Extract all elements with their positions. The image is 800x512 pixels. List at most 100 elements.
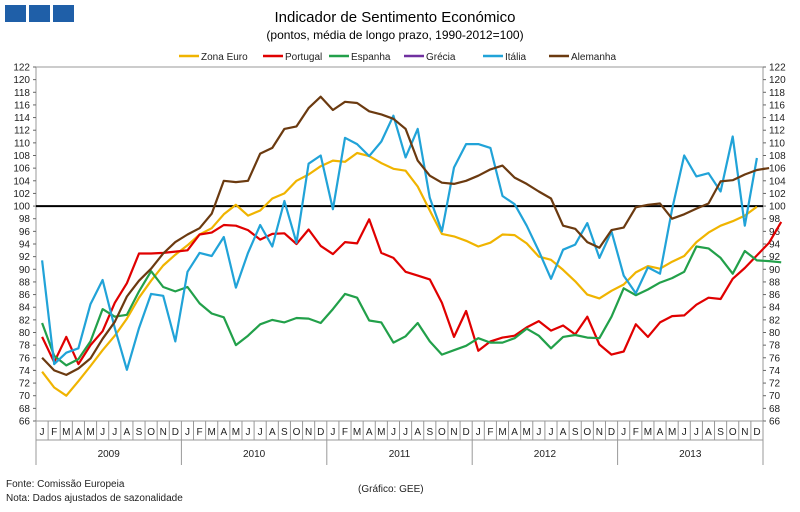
- x-month-label: A: [269, 427, 276, 438]
- x-month-label: A: [75, 427, 82, 438]
- x-month-label: D: [317, 427, 324, 438]
- y-tick-label-left: 70: [19, 391, 31, 402]
- x-year-label: 2010: [243, 449, 266, 460]
- y-tick-label-left: 110: [14, 138, 30, 149]
- y-tick-label-right: 90: [769, 265, 781, 276]
- y-tick-label-left: 72: [19, 379, 31, 390]
- x-month-label: A: [124, 427, 131, 438]
- x-month-label: J: [330, 427, 335, 438]
- y-tick-label-right: 114: [769, 113, 785, 124]
- y-tick-label-left: 86: [19, 290, 31, 301]
- x-month-label: O: [438, 427, 446, 438]
- y-tick-label-left: 104: [13, 176, 30, 187]
- source-note: Fonte: Comissão Europeia: [6, 479, 125, 490]
- y-tick-label-right: 72: [769, 379, 781, 390]
- y-tick-label-left: 68: [19, 404, 31, 415]
- y-tick-label-right: 76: [769, 353, 781, 364]
- y-tick-label-right: 78: [769, 341, 781, 352]
- y-tick-label-right: 118: [769, 88, 785, 99]
- x-month-label: J: [548, 427, 553, 438]
- y-tick-label-left: 98: [19, 214, 31, 225]
- series-line-espanha: [41, 245, 782, 367]
- x-month-label: M: [498, 427, 506, 438]
- series-line-portugal: [41, 218, 783, 366]
- x-month-label: A: [705, 427, 712, 438]
- x-month-label: S: [717, 427, 724, 438]
- y-tick-label-right: 94: [769, 240, 781, 251]
- x-month-label: J: [100, 427, 105, 438]
- x-month-label: J: [694, 427, 699, 438]
- y-tick-label-right: 82: [769, 315, 781, 326]
- x-month-label: A: [220, 427, 227, 438]
- x-month-label: S: [136, 427, 143, 438]
- x-month-label: A: [560, 427, 567, 438]
- x-year-label: 2012: [534, 449, 557, 460]
- chart-credit: (Gráfico: GEE): [358, 484, 424, 495]
- x-month-label: J: [40, 427, 45, 438]
- x-month-label: J: [258, 427, 263, 438]
- x-month-label: M: [232, 427, 240, 438]
- x-month-label: D: [172, 427, 179, 438]
- y-tick-label-right: 98: [769, 214, 781, 225]
- y-tick-label-right: 70: [769, 391, 781, 402]
- x-month-label: M: [644, 427, 652, 438]
- x-month-label: J: [682, 427, 687, 438]
- y-tick-label-left: 102: [13, 189, 30, 200]
- x-year-label: 2011: [389, 449, 411, 460]
- y-tick-label-left: 114: [14, 113, 30, 124]
- y-tick-label-left: 76: [19, 353, 31, 364]
- y-tick-label-right: 100: [769, 202, 786, 213]
- x-month-label: O: [583, 427, 591, 438]
- legend-label: Alemanha: [571, 52, 616, 63]
- x-month-label: M: [353, 427, 361, 438]
- y-tick-label-right: 92: [769, 252, 781, 263]
- y-tick-label-left: 118: [14, 88, 30, 99]
- y-tick-label-left: 92: [19, 252, 31, 263]
- series-line-itália: [41, 114, 758, 371]
- y-tick-label-right: 122: [769, 63, 786, 74]
- x-month-label: F: [197, 427, 203, 438]
- y-tick-label-left: 84: [19, 303, 31, 314]
- chart-title: Indicador de Sentimento Económico: [275, 9, 516, 26]
- y-tick-label-left: 78: [19, 341, 31, 352]
- y-tick-label-left: 96: [19, 227, 31, 238]
- x-month-label: M: [86, 427, 94, 438]
- y-tick-label-left: 90: [19, 265, 31, 276]
- y-tick-label-left: 80: [19, 328, 31, 339]
- y-tick-label-left: 122: [13, 63, 30, 74]
- y-tick-label-right: 102: [769, 189, 786, 200]
- y-tick-label-left: 66: [19, 417, 31, 428]
- y-tick-label-right: 120: [769, 75, 786, 86]
- x-month-label: M: [377, 427, 385, 438]
- y-tick-label-right: 116: [769, 100, 785, 111]
- y-tick-label-left: 112: [14, 126, 30, 137]
- series-line-alemanha: [41, 95, 770, 376]
- logo-block: [53, 5, 74, 22]
- y-tick-label-left: 116: [14, 100, 30, 111]
- x-month-label: M: [208, 427, 216, 438]
- x-month-label: M: [523, 427, 531, 438]
- y-tick-label-left: 88: [19, 277, 31, 288]
- adjustment-note: Nota: Dados ajustados de sazonalidade: [6, 493, 183, 504]
- x-month-label: J: [536, 427, 541, 438]
- chart-series: [41, 95, 783, 397]
- y-tick-label-right: 110: [769, 138, 785, 149]
- y-tick-label-right: 66: [769, 417, 781, 428]
- legend-label: Grécia: [426, 52, 456, 63]
- y-tick-label-right: 112: [769, 126, 785, 137]
- x-month-label: M: [668, 427, 676, 438]
- x-month-label: N: [741, 427, 748, 438]
- y-tick-label-left: 120: [13, 75, 30, 86]
- x-month-label: O: [729, 427, 737, 438]
- y-tick-label-right: 104: [769, 176, 786, 187]
- y-tick-label-right: 106: [769, 164, 786, 175]
- x-month-label: S: [281, 427, 288, 438]
- plot-frame: [35, 66, 764, 422]
- x-month-label: N: [450, 427, 457, 438]
- x-month-label: J: [112, 427, 117, 438]
- x-month-label: O: [147, 427, 155, 438]
- header-logo-blocks: [5, 5, 74, 22]
- y-tick-label-left: 82: [19, 315, 31, 326]
